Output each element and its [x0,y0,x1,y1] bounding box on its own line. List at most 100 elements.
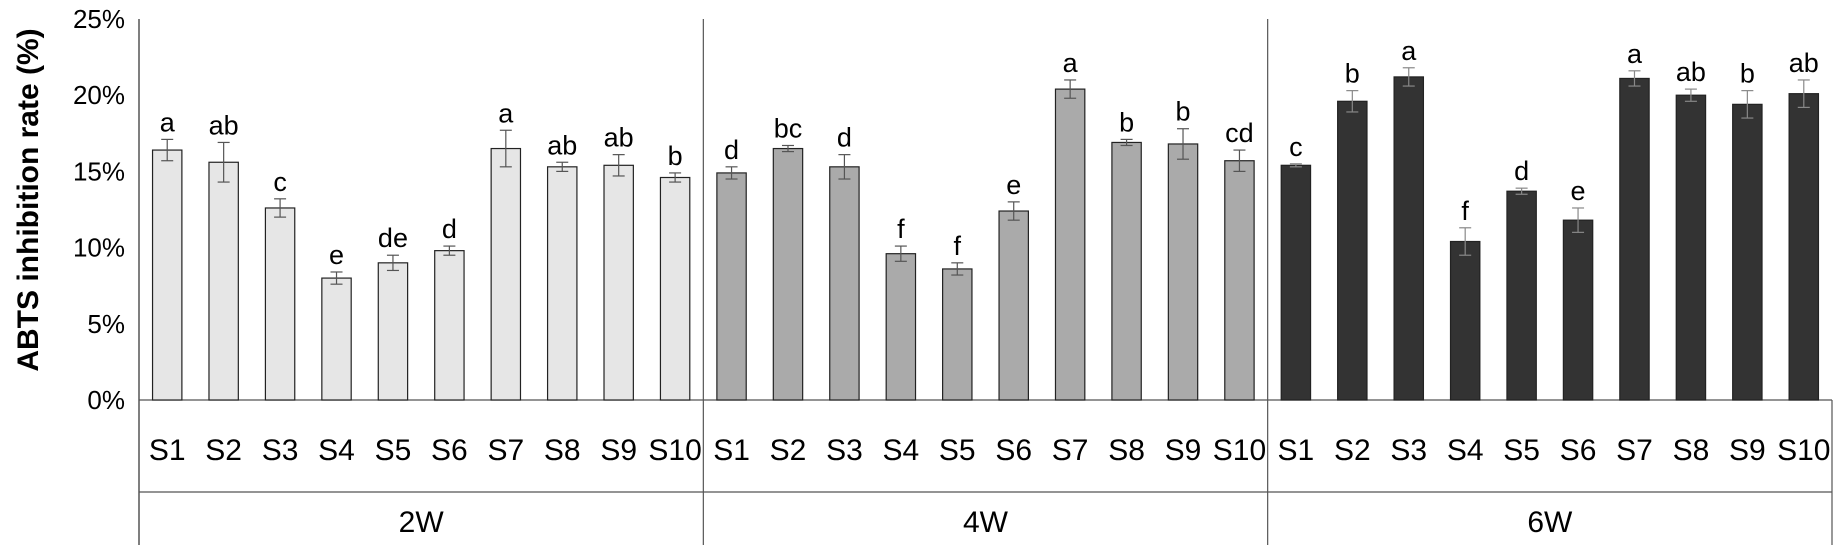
significance-label: ab [1676,57,1706,87]
bar [151,149,183,401]
x-tick-label: S5 [1503,434,1540,467]
significance-label: b [1740,59,1755,89]
bar [885,253,917,401]
x-tick-label: S9 [1165,434,1202,467]
significance-label: d [837,123,852,153]
x-tick-label: S8 [1108,434,1145,467]
bar [998,210,1029,401]
y-tick-label: 15% [73,156,125,186]
significance-label: a [160,107,176,137]
significance-label: ab [604,123,634,153]
significance-label: b [1345,59,1360,89]
y-tick-label: 25% [73,4,125,34]
significance-label: a [1063,48,1079,78]
bar [1111,141,1142,401]
x-tick-label: S1 [1278,434,1315,467]
bar [1788,93,1820,401]
bar [208,161,239,401]
bar [1506,190,1537,401]
bar [546,166,578,401]
significance-label: cd [1225,118,1254,148]
bar [1393,76,1425,401]
x-tick-label: S6 [995,434,1032,467]
bar [829,166,860,401]
bar [1675,94,1707,401]
bar [1449,240,1481,401]
bar [264,207,296,401]
bar [1280,164,1312,401]
y-tick-label: 5% [87,309,125,339]
significance-label: d [724,135,739,165]
x-tick-label: S2 [205,434,242,467]
x-tick-label: S8 [1673,434,1710,467]
x-tick-label: S4 [1447,434,1484,467]
bar [490,147,522,401]
x-tick-label: S2 [1334,434,1371,467]
significance-label: a [1401,36,1417,66]
bar [1732,103,1763,401]
x-tick-label: S3 [262,434,299,467]
x-tick-label: S7 [487,434,524,467]
significance-label: de [378,223,408,253]
bar [1224,160,1255,401]
significance-label: f [954,231,962,261]
significance-label: e [1571,176,1586,206]
labels-layer: 0%5%10%15%20%25%aS1abS2cS3eS4deS5dS6aS7a… [73,4,1831,539]
bar [603,164,634,401]
significance-label: e [329,240,344,270]
x-tick-label: S7 [1616,434,1653,467]
y-axis-title: ABTS inhibition rate (%) [12,28,45,371]
significance-label: d [1514,156,1529,186]
significance-label: c [273,167,287,197]
bar [659,176,691,401]
bar [772,147,804,401]
bar [434,250,465,401]
x-tick-label: S9 [1729,434,1766,467]
x-tick-label: S9 [600,434,637,467]
x-tick-label: S1 [713,434,750,467]
significance-label: e [1006,170,1021,200]
x-tick-label: S10 [1213,434,1266,467]
x-tick-label: S2 [770,434,807,467]
x-tick-label: S6 [431,434,468,467]
group-label: 2W [399,506,445,539]
bar [1337,100,1368,401]
significance-label: f [897,214,905,244]
significance-label: c [1289,132,1303,162]
bar [377,262,409,401]
bar [1562,219,1594,401]
x-tick-label: S6 [1560,434,1597,467]
bar [1054,88,1086,401]
x-tick-label: S10 [648,434,701,467]
significance-label: a [498,98,514,128]
bars-layer [151,67,1820,401]
bar [1167,143,1199,401]
x-tick-label: S4 [882,434,919,467]
significance-label: a [1627,39,1643,69]
bar [321,277,352,401]
x-tick-label: S8 [544,434,581,467]
axes-layer [138,19,1833,545]
significance-label: ab [547,130,577,160]
x-tick-label: S3 [826,434,863,467]
x-tick-label: S7 [1052,434,1089,467]
x-tick-label: S1 [149,434,186,467]
significance-label: ab [1789,48,1819,78]
significance-label: f [1461,196,1469,226]
group-label: 4W [963,506,1009,539]
significance-label: b [1119,107,1134,137]
x-tick-label: S4 [318,434,355,467]
significance-label: bc [774,113,803,143]
group-label: 6W [1527,506,1573,539]
y-tick-label: 10% [73,233,125,263]
significance-label: ab [209,110,239,140]
bar [1619,77,1650,401]
y-tick-label: 20% [73,80,125,110]
significance-label: b [668,141,683,171]
significance-label: b [1176,97,1191,127]
bar [716,172,747,401]
x-tick-label: S5 [375,434,412,467]
bar [942,268,973,401]
